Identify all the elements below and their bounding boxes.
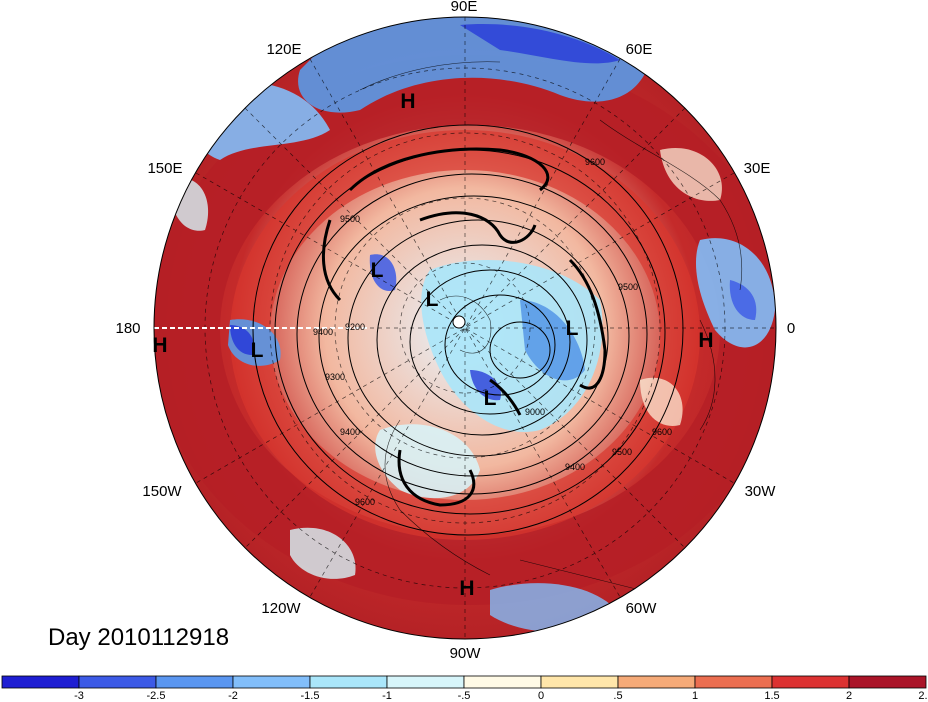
contour-label: 9400 (313, 327, 333, 337)
colorbar-tick-label: 1.5 (764, 690, 779, 702)
colorbar-swatch (155, 675, 234, 689)
colorbar-swatch (78, 675, 157, 689)
low-pressure-label: L (566, 317, 579, 340)
colorbar-tick-label: 1 (692, 690, 698, 702)
low-pressure-label: L (426, 288, 439, 311)
colorbar-tick-label: -2.5 (147, 690, 166, 702)
longitude-label-60e: 60E (626, 41, 653, 58)
jet-contours (321, 147, 607, 507)
contour-label: 9000 (525, 407, 545, 417)
cold-anomaly-top-core (460, 24, 620, 64)
high-pressure-label: H (152, 334, 167, 357)
high-pressure-label: H (698, 329, 713, 352)
map-disc (154, 17, 776, 639)
colorbar-tick-label: -1 (382, 690, 392, 702)
cold-anomaly-canada (470, 370, 501, 401)
contour-label: 9500 (340, 214, 360, 224)
contour-label: 9400 (340, 427, 360, 437)
colorbar-swatch (617, 675, 696, 689)
low-pressure-label: L (484, 387, 497, 410)
contour-label: 9400 (565, 462, 585, 472)
longitude-label-120e: 120E (266, 41, 301, 58)
colorbar-swatch (463, 675, 542, 689)
longitude-label-90e: 90E (451, 0, 478, 15)
colorbar-swatch (1, 675, 80, 689)
low-pressure-label: L (251, 339, 264, 362)
longitude-label-90w: 90W (450, 645, 482, 662)
contour-label: 9500 (618, 282, 638, 292)
colorbar: -3-2.5-2-1.5-1-.50.511.522.53 (1, 675, 928, 702)
longitude-label-180: 180 (115, 320, 140, 337)
colorbar-swatch (309, 675, 388, 689)
date-label: Day 2010112918 (48, 624, 229, 651)
colorbar-swatch (771, 675, 850, 689)
colorbar-tick-label: -3 (74, 690, 84, 702)
colorbar-swatch (848, 675, 927, 689)
contour-label: 9600 (652, 427, 672, 437)
colorbar-swatch (540, 675, 619, 689)
map-border (153, 16, 777, 640)
contour-label: 9300 (325, 372, 345, 382)
cold-anomaly-siberia (369, 254, 397, 291)
cold-anomaly-europe-core (729, 280, 757, 320)
contour-label: 9600 (355, 497, 375, 507)
high-pressure-label: H (400, 90, 415, 113)
longitude-label-120w: 120W (261, 600, 301, 617)
colorbar-tick-label: 2.5 (918, 690, 928, 702)
colorbar-swatch (694, 675, 773, 689)
longitude-label-0: 0 (787, 320, 795, 337)
neutral-atlantic (640, 377, 683, 426)
cold-anomaly-southwest (290, 527, 356, 579)
colorbar-tick-label: -1.5 (301, 690, 320, 702)
north-pole-marker (452, 315, 466, 329)
colorbar-tick-label: -.5 (458, 690, 471, 702)
high-pressure-label: H (459, 577, 474, 600)
cold-anomaly-pacific-core (230, 325, 254, 355)
longitude-label-30e: 30E (744, 160, 771, 177)
contour-label: 9200 (345, 322, 365, 332)
colorbar-tick-label: .5 (613, 690, 622, 702)
contour-label: 9500 (612, 447, 632, 457)
longitude-label-150e: 150E (147, 160, 182, 177)
colorbar-swatch (232, 675, 311, 689)
cold-anomaly-arctic-core (520, 300, 585, 381)
longitude-label-30w: 30W (745, 483, 777, 500)
colorbar-tick-label: 2 (846, 690, 852, 702)
colorbar-tick-label: -2 (228, 690, 238, 702)
contour-label: 9600 (585, 157, 605, 167)
colorbar-swatch (386, 675, 465, 689)
low-pressure-label: L (371, 259, 384, 282)
longitude-label-150w: 150W (142, 483, 182, 500)
longitude-label-60w: 60W (626, 600, 658, 617)
colorbar-tick-label: 0 (538, 690, 544, 702)
